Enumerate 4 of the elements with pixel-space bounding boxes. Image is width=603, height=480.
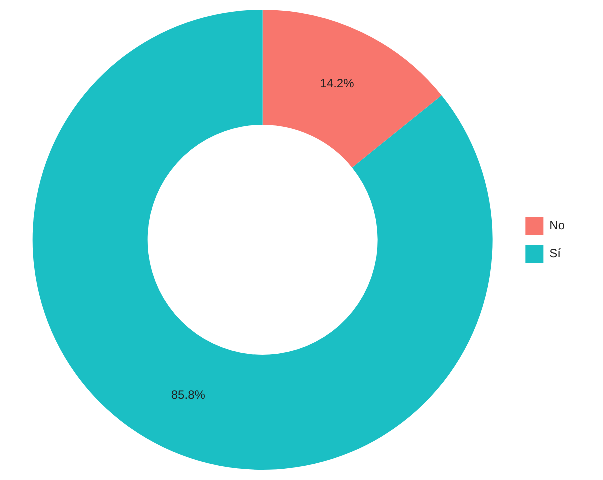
data-label: 85.8% — [171, 388, 206, 402]
data-label: 14.2% — [320, 76, 355, 91]
legend-label: Sí — [550, 246, 562, 260]
legend-label: No — [550, 218, 566, 232]
